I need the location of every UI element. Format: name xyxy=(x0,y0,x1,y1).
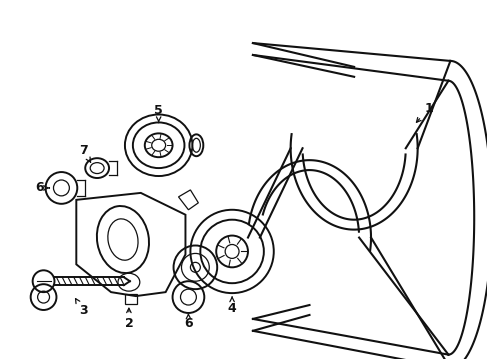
Text: 2: 2 xyxy=(124,308,133,330)
Text: 6: 6 xyxy=(35,181,49,194)
Text: 3: 3 xyxy=(75,298,87,318)
Text: 5: 5 xyxy=(154,104,163,123)
Text: 6: 6 xyxy=(184,314,192,330)
Text: 7: 7 xyxy=(79,144,90,162)
Text: 4: 4 xyxy=(227,297,236,315)
Text: 1: 1 xyxy=(416,102,432,122)
